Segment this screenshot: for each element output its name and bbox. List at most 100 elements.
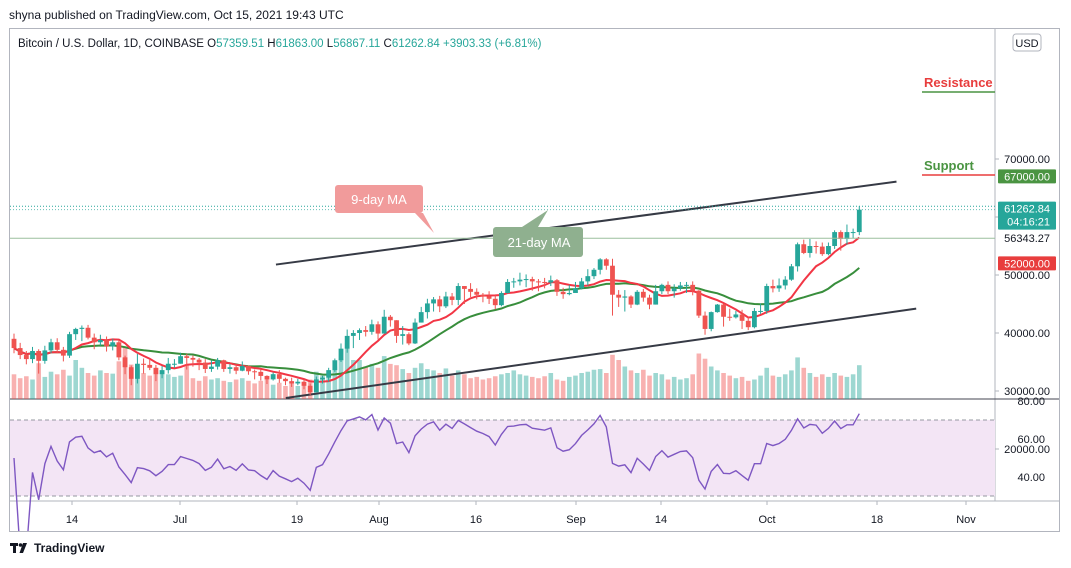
candle: [165, 357, 171, 374]
volume-bar: [462, 374, 467, 399]
volume-bar: [585, 371, 591, 399]
candle-body: [492, 298, 498, 306]
candle-body: [677, 285, 683, 289]
candle: [363, 326, 369, 337]
candle-body: [807, 246, 813, 253]
candle-body: [67, 334, 72, 356]
candle: [283, 377, 288, 386]
candle-body: [270, 374, 276, 380]
candle: [264, 375, 270, 385]
candle-body: [758, 310, 763, 312]
candle: [91, 333, 97, 350]
candle-body: [634, 291, 640, 305]
candle-body: [258, 371, 264, 376]
candle-body: [326, 370, 332, 378]
volume-bar: [486, 378, 492, 399]
candle: [844, 224, 850, 245]
volume-bar: [826, 376, 831, 399]
volume-bar: [209, 379, 214, 399]
candle-body: [17, 348, 23, 356]
candle-body: [30, 350, 35, 360]
candle-body: [647, 297, 652, 305]
candle: [795, 242, 800, 272]
candle: [252, 369, 258, 380]
candle: [819, 242, 825, 256]
candle-body: [344, 335, 350, 349]
candle-body: [832, 232, 838, 246]
volume-bar: [406, 373, 412, 399]
chart-canvas[interactable]: 70000.0060000.0050000.0040000.0030000.00…: [10, 29, 1059, 531]
candle-body: [622, 296, 628, 298]
candle: [708, 311, 714, 332]
candle: [178, 352, 183, 364]
volume-bar: [233, 379, 239, 399]
candle: [42, 345, 48, 364]
candle: [17, 342, 23, 360]
ma9-callout: [335, 185, 423, 213]
volume-bar: [196, 380, 202, 399]
candle-body: [628, 296, 634, 305]
candle-body: [153, 367, 159, 375]
candle: [733, 310, 739, 319]
resistance-price-label: 67000.00: [1004, 171, 1050, 183]
candle-body: [449, 296, 455, 300]
candle: [826, 242, 831, 256]
volume-bar: [320, 375, 325, 399]
candle-body: [542, 281, 548, 283]
candle-body: [147, 364, 153, 368]
symbol-name: Bitcoin / U.S. Dollar, 1D, COINBASE: [18, 38, 207, 50]
candle: [671, 284, 677, 298]
candle: [307, 383, 313, 396]
candle-body: [116, 342, 122, 358]
candle-body: [209, 366, 214, 369]
volume-bar: [758, 375, 763, 399]
candle-body: [523, 279, 529, 281]
ma21-line: [13, 267, 860, 376]
candle: [320, 375, 325, 384]
volume-bar: [270, 384, 276, 399]
volume-bar: [696, 353, 702, 399]
volume-bar: [604, 373, 609, 399]
candle: [591, 268, 597, 280]
channel-lines: [275, 180, 917, 399]
volume-bar: [548, 373, 554, 399]
candle-body: [480, 294, 486, 297]
candle: [289, 377, 295, 387]
symbol-legend: Bitcoin / U.S. Dollar, 1D, COINBASE O573…: [18, 38, 542, 50]
candle: [721, 304, 726, 327]
volume-bar: [190, 378, 196, 399]
volume-bar: [764, 367, 770, 399]
candle-body: [529, 279, 535, 282]
volume-bar: [708, 366, 714, 399]
candles: [11, 206, 862, 396]
candle-body: [301, 381, 307, 386]
candle: [770, 279, 776, 293]
volume-bar: [301, 384, 307, 399]
open-label: O: [207, 38, 216, 50]
publish-line: shyna published on TradingView.com, Oct …: [9, 8, 344, 22]
candle-body: [110, 342, 116, 347]
candle-body: [536, 281, 541, 283]
candle: [239, 361, 245, 372]
candle-body: [141, 363, 146, 365]
candle: [424, 298, 430, 319]
currency-button[interactable]: [1012, 33, 1042, 52]
volume-bar: [425, 369, 430, 399]
rsi-band: [10, 420, 995, 496]
candle-body: [350, 333, 356, 336]
volume-bar: [36, 363, 41, 399]
candle: [97, 334, 103, 346]
candle: [270, 372, 276, 381]
footer[interactable]: TradingView: [10, 541, 104, 555]
volume-bar: [813, 376, 819, 399]
candle: [801, 239, 807, 255]
candle-body: [548, 280, 554, 283]
time-axis: 14 Jul 19 Aug 16 Sep 14 Oct 18 Nov: [66, 501, 976, 526]
volume-bar: [277, 382, 282, 399]
candle: [135, 353, 140, 384]
candle-body: [85, 327, 91, 338]
candle-body: [320, 377, 325, 380]
candle-body: [54, 342, 60, 350]
x-tick-label: Sep: [566, 514, 586, 526]
low-value: 56867.11: [333, 38, 383, 50]
